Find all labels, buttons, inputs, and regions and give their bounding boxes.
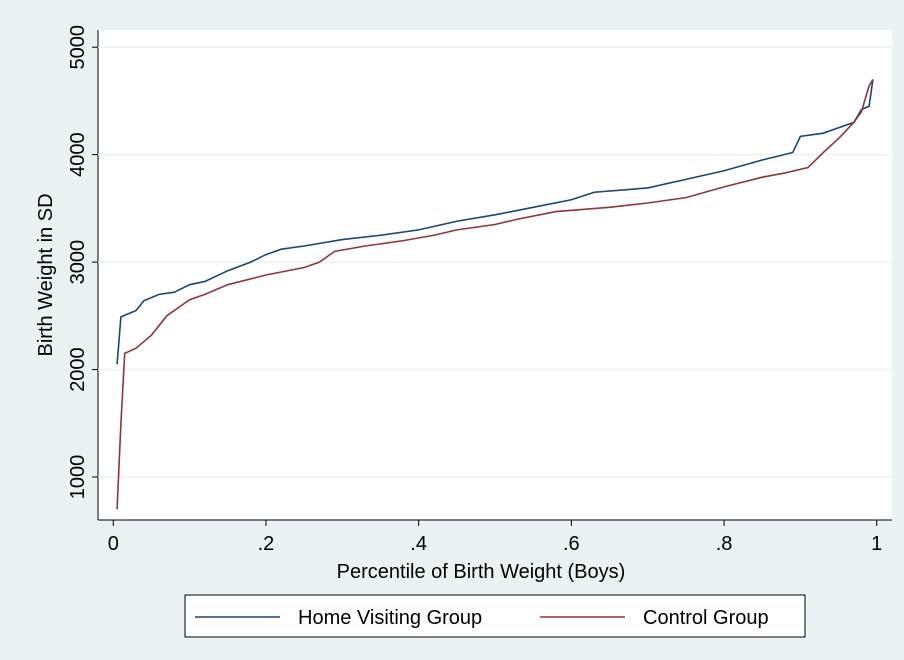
y-tick-label: 3000 [67, 240, 89, 285]
legend-label: Home Visiting Group [298, 607, 482, 629]
y-tick-label: 1000 [67, 455, 89, 500]
y-tick-label: 5000 [67, 25, 89, 69]
y-tick-label: 4000 [67, 132, 89, 177]
x-tick-label: 1 [871, 533, 882, 555]
plot-area [98, 30, 892, 520]
x-axis-title: Percentile of Birth Weight (Boys) [337, 561, 626, 583]
line-series [116, 79, 874, 365]
x-tick-label: .4 [410, 533, 427, 555]
line-series [116, 79, 874, 510]
legend-label: Control Group [643, 607, 769, 629]
x-tick-label: .8 [716, 533, 733, 555]
legend [184, 594, 806, 638]
y-tick-label: 2000 [67, 347, 89, 392]
x-tick-label: .6 [563, 533, 580, 555]
x-tick-label: 0 [108, 533, 119, 555]
x-tick-label: .2 [258, 533, 275, 555]
y-axis-title: Birth Weight in SD [35, 193, 57, 356]
